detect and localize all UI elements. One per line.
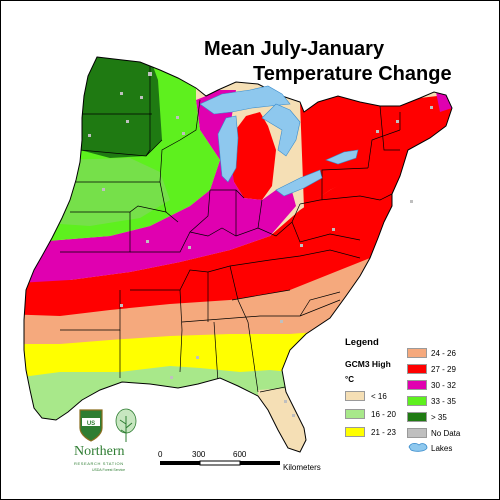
legend-swatch-lt16	[345, 391, 365, 401]
lake-superior	[199, 85, 291, 115]
scale-bar: 0 300 600 Kilometers	[155, 446, 321, 476]
legend-label-30-32: 30 - 32	[431, 381, 456, 390]
lake-ontario	[325, 149, 359, 165]
legend-swatch-no-data	[407, 428, 427, 438]
legend-swatch-16-20	[345, 409, 365, 419]
legend: Legend GCM3 High °C < 16 16 - 20 21 - 23…	[345, 337, 495, 457]
map-title-line2: Temperature Change	[253, 63, 452, 85]
legend-swatch-33-35	[407, 396, 427, 406]
shield-text: US	[87, 421, 95, 427]
legend-label-gt35: > 35	[431, 413, 447, 422]
scale-unit: Kilometers	[283, 463, 321, 472]
legend-swatch-21-23	[345, 427, 365, 437]
forest-service-shield-icon: US	[79, 408, 137, 442]
state-borders	[60, 60, 401, 393]
band-midwest	[60, 158, 170, 226]
legend-label-lt16: < 16	[371, 392, 387, 401]
scale-tick-300: 300	[192, 450, 206, 459]
logo-subtitle: RESEARCH STATION	[74, 461, 124, 466]
band-27-29-mi	[228, 112, 276, 200]
scale-tick-600: 600	[233, 450, 247, 459]
lake-michigan	[217, 115, 239, 183]
lakes-swatch-icon	[408, 442, 428, 452]
band-27-29	[24, 150, 452, 316]
map-title-line1: Mean July-January	[204, 38, 385, 60]
legend-swatch-30-32	[407, 380, 427, 390]
legend-swatch-24-26	[407, 348, 427, 358]
band-27-29-ne	[300, 95, 452, 208]
legend-label-no-data: No Data	[431, 429, 461, 438]
legend-unit: °C	[345, 375, 354, 384]
great-lakes	[199, 85, 359, 197]
legend-label-24-26: 24 - 26	[431, 349, 456, 358]
logo-name: Northern	[74, 444, 125, 459]
legend-label-16-20: 16 - 20	[371, 410, 396, 419]
tree-icon	[115, 408, 137, 442]
logo-agency: USDA Forest Service	[92, 468, 126, 472]
northern-research-station-logo: US Northern RESEARCH STATION USDA Forest…	[74, 408, 154, 480]
legend-label-21-23: 21 - 23	[371, 428, 396, 437]
legend-label-lakes: Lakes	[431, 444, 453, 453]
legend-swatch-gt35	[407, 412, 427, 422]
lake-huron	[261, 103, 301, 157]
scale-tick-0: 0	[158, 450, 163, 459]
lake-erie	[275, 169, 323, 197]
country-outline	[23, 56, 453, 453]
legend-label-27-29: 27 - 29	[431, 365, 456, 374]
no-data-cells	[88, 72, 433, 417]
band-gt35	[24, 57, 162, 158]
scale-bar-graphic	[160, 460, 280, 466]
legend-heading: Legend	[345, 337, 379, 348]
legend-swatch-27-29	[407, 364, 427, 374]
legend-label-33-35: 33 - 35	[431, 397, 456, 406]
legend-subheading: GCM3 High	[345, 359, 391, 369]
